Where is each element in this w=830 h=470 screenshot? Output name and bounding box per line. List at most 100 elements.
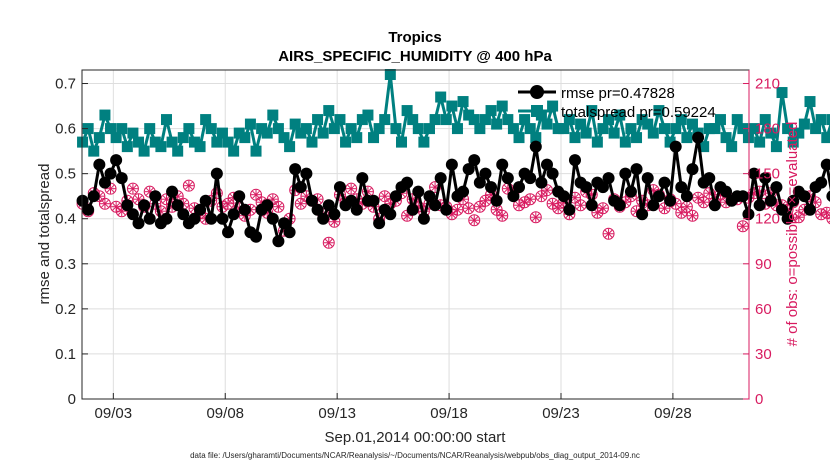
obs-evaluated-point <box>698 197 709 208</box>
y-tick-label: 0.6 <box>55 121 76 138</box>
totalspread-point <box>216 127 228 139</box>
rmse-point <box>429 199 442 212</box>
totalspread-point <box>787 136 799 148</box>
obs-possible-point <box>468 214 481 227</box>
obs-evaluated-point <box>497 210 508 221</box>
legend: rmse pr=0.47828 totalspread pr=0.59224 <box>518 85 716 121</box>
rmse-point <box>138 199 151 212</box>
totalspread-point <box>558 123 570 135</box>
totalspread-point <box>485 105 497 117</box>
totalspread-point <box>334 114 346 126</box>
totalspread-point <box>401 105 413 117</box>
y-right-tick-label: 60 <box>755 301 772 318</box>
totalspread-point <box>759 114 771 126</box>
rmse-point <box>485 181 498 194</box>
obs-evaluated-point <box>273 201 284 212</box>
totalspread-point <box>463 109 475 121</box>
rmse-point <box>87 190 100 203</box>
y-axis-left: 0 0.1 0.2 0.3 0.4 0.5 0.6 0.7 <box>55 76 88 408</box>
rmse-point <box>619 167 632 180</box>
rmse-point <box>233 190 246 203</box>
rmse-point <box>266 212 279 225</box>
totalspread-point <box>222 136 234 148</box>
obs-evaluated-point <box>737 221 748 232</box>
totalspread-point <box>653 105 665 117</box>
totalspread-point <box>373 123 385 135</box>
totalspread-point <box>742 132 754 144</box>
totalspread-point <box>457 96 469 108</box>
rmse-point <box>278 217 291 230</box>
totalspread-point <box>194 141 206 153</box>
rmse-point <box>171 199 184 212</box>
legend-rmse-label: rmse pr=0.47828 <box>561 85 675 102</box>
obs-evaluated-point <box>693 192 704 203</box>
totalspread-point <box>211 136 223 148</box>
totalspread-point <box>782 123 794 135</box>
y-tick-label: 0.2 <box>55 301 76 318</box>
rmse-point <box>803 203 816 216</box>
x-tick-label: 09/13 <box>318 405 356 422</box>
rmse-point <box>686 163 699 176</box>
totalspread-point <box>177 132 189 144</box>
rmse-point <box>345 194 358 207</box>
y-axis-label-right: # of obs: o=possible; ×=evaluated <box>784 122 801 347</box>
totalspread-point <box>804 96 816 108</box>
rmse-point <box>585 199 598 212</box>
totalspread-point <box>575 118 587 130</box>
rmse-point <box>468 154 481 167</box>
obs-evaluated-point <box>547 198 558 209</box>
rmse-point <box>216 212 229 225</box>
totalspread-point <box>82 123 94 135</box>
totalspread-point <box>591 136 603 148</box>
x-tick-label: 09/03 <box>95 405 133 422</box>
rmse-point <box>126 208 139 221</box>
totalspread-point <box>138 145 150 157</box>
totalspread-point <box>826 114 830 126</box>
totalspread-point <box>233 127 245 139</box>
rmse-point <box>641 172 654 185</box>
obs-evaluated-point <box>597 203 608 214</box>
totalspread-point <box>440 114 452 126</box>
legend-spread-label: totalspread pr=0.59224 <box>561 104 716 121</box>
totalspread-point <box>99 109 111 121</box>
y-tick-label: 0.3 <box>55 256 76 273</box>
totalspread-point <box>726 141 738 153</box>
totalspread-point <box>93 132 105 144</box>
obs-evaluated-point <box>541 185 552 196</box>
totalspread-point <box>446 100 458 112</box>
totalspread-point <box>429 114 441 126</box>
totalspread-point <box>295 127 307 139</box>
totalspread-point <box>793 127 805 139</box>
rmse-point <box>513 181 526 194</box>
totalspread-point <box>261 127 273 139</box>
obs-series <box>76 179 830 249</box>
obs-evaluated-point <box>793 212 804 223</box>
totalspread-point <box>323 105 335 117</box>
obs-evaluated-point <box>530 212 541 223</box>
rmse-point <box>658 176 671 189</box>
obs-evaluated-point <box>452 204 463 215</box>
x-axis: 09/03 09/08 09/13 09/18 09/23 09/28 <box>95 393 692 422</box>
rmse-point <box>250 230 263 243</box>
y-tick-label: 0.7 <box>55 76 76 93</box>
rmse-point <box>406 203 419 216</box>
rmse-point <box>300 167 313 180</box>
rmse-point <box>501 172 514 185</box>
y-right-tick-label: 180 <box>755 121 780 138</box>
rmse-point <box>798 190 811 203</box>
obs-evaluated-point <box>821 207 830 218</box>
obs-evaluated-point <box>251 189 262 200</box>
totalspread-point <box>121 141 133 153</box>
totalspread-point <box>597 123 609 135</box>
rmse-point <box>205 212 218 225</box>
rmse-point <box>333 181 346 194</box>
data-file-footnote: data file: /Users/gharamti/Documents/NCA… <box>190 451 640 460</box>
totalspread-point <box>541 118 553 130</box>
rmse-point <box>166 185 179 198</box>
rmse-point <box>535 176 548 189</box>
rmse-point <box>322 199 335 212</box>
rmse-point <box>261 199 274 212</box>
totalspread-point <box>642 118 654 130</box>
obs-possible-point <box>826 213 830 225</box>
rmse-point <box>524 172 537 185</box>
